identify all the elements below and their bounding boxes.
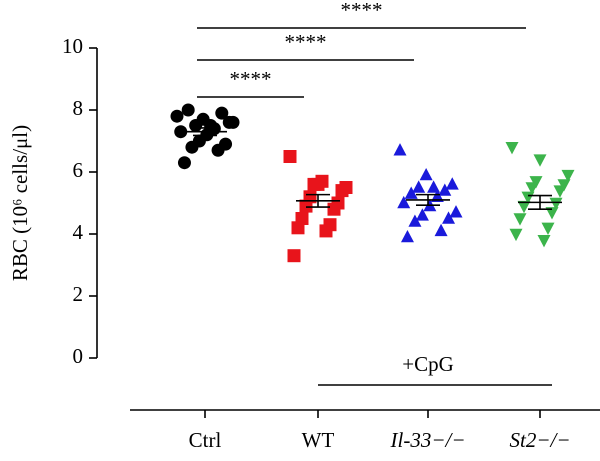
data-point bbox=[529, 176, 543, 189]
data-point bbox=[561, 169, 575, 183]
data-point bbox=[408, 214, 422, 227]
data-point bbox=[430, 189, 444, 202]
data-point bbox=[541, 222, 555, 235]
data-point bbox=[442, 211, 456, 224]
data-point bbox=[521, 191, 535, 204]
data-point bbox=[189, 119, 203, 132]
data-point bbox=[545, 207, 559, 220]
data-point bbox=[177, 156, 191, 170]
group-label: +CpG bbox=[402, 352, 454, 376]
y-axis-label: RBC (10⁶ cells/μl) bbox=[8, 125, 32, 281]
data-point bbox=[287, 249, 301, 263]
data-point bbox=[415, 208, 429, 221]
y-tick-label: 6 bbox=[73, 158, 84, 182]
data-point bbox=[283, 150, 297, 163]
data-point bbox=[204, 119, 218, 132]
data-point bbox=[509, 228, 523, 242]
data-point bbox=[299, 199, 313, 213]
x-tick-label: St2−/− bbox=[509, 428, 570, 452]
data-point bbox=[537, 235, 551, 248]
significance-label: **** bbox=[230, 67, 272, 91]
data-point bbox=[215, 106, 229, 120]
data-point bbox=[170, 109, 184, 123]
data-point bbox=[438, 183, 452, 196]
data-point bbox=[419, 167, 433, 181]
data-point bbox=[400, 229, 414, 243]
x-tick-label: WT bbox=[302, 428, 335, 452]
x-tick-label: Ctrl bbox=[189, 428, 222, 452]
y-tick-label: 2 bbox=[73, 282, 84, 306]
x-tick-label: Il-33−/− bbox=[390, 428, 466, 452]
data-point bbox=[525, 182, 539, 195]
y-tick-label: 8 bbox=[73, 96, 84, 120]
data-point bbox=[533, 154, 547, 167]
data-point bbox=[505, 142, 519, 155]
data-point bbox=[557, 179, 571, 192]
y-tick-label: 0 bbox=[73, 344, 84, 368]
data-point bbox=[513, 213, 527, 226]
data-point bbox=[449, 205, 463, 218]
data-point bbox=[393, 143, 407, 156]
significance-label: **** bbox=[285, 30, 327, 54]
data-point bbox=[412, 180, 426, 193]
data-point bbox=[517, 200, 531, 214]
data-point bbox=[319, 224, 333, 238]
data-point bbox=[397, 195, 411, 209]
data-point bbox=[434, 223, 448, 237]
data-point bbox=[327, 202, 341, 216]
data-point bbox=[185, 140, 199, 154]
data-point bbox=[404, 186, 418, 199]
data-point bbox=[445, 177, 459, 190]
data-point bbox=[315, 174, 329, 188]
data-point bbox=[174, 125, 188, 139]
data-point bbox=[427, 180, 441, 193]
y-tick-label: 10 bbox=[62, 34, 83, 58]
significance-label: **** bbox=[341, 0, 383, 22]
data-point bbox=[181, 103, 195, 117]
data-point bbox=[335, 184, 349, 198]
data-point bbox=[226, 115, 240, 129]
y-tick-label: 4 bbox=[73, 220, 84, 244]
data-point bbox=[549, 197, 563, 211]
data-point bbox=[553, 185, 567, 198]
data-point bbox=[291, 221, 305, 235]
data-point bbox=[211, 143, 225, 157]
